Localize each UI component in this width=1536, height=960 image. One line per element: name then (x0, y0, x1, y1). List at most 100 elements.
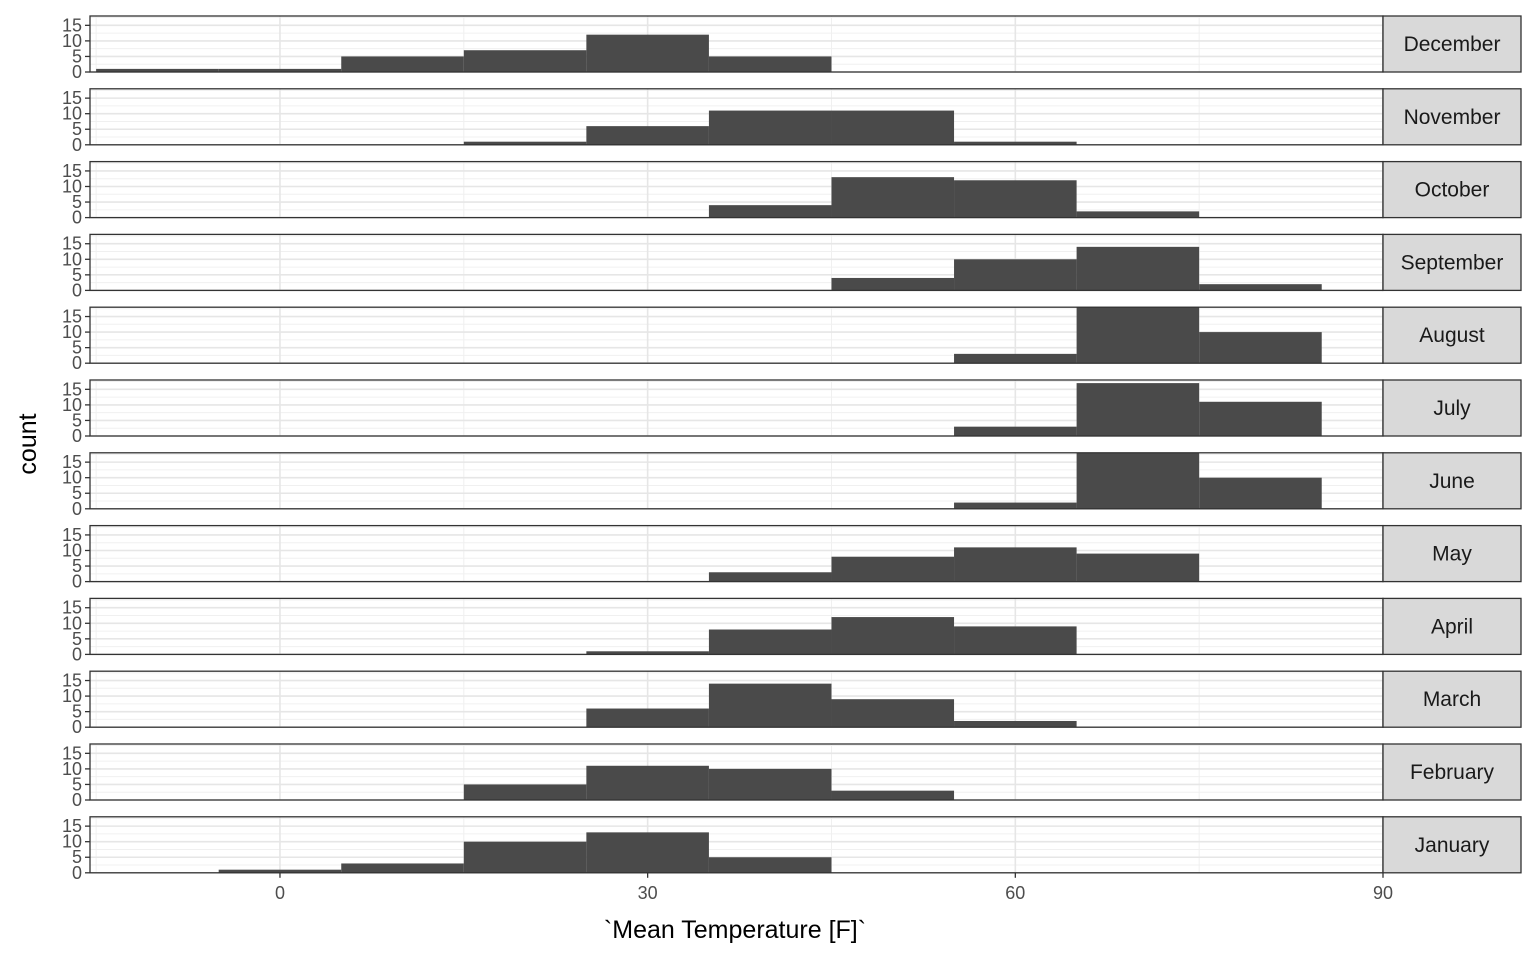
y-tick-label: 15 (62, 598, 82, 618)
histogram-bar (1076, 246, 1200, 291)
y-tick-label: 5 (72, 338, 82, 358)
facet-strip-label: December (1404, 33, 1501, 56)
histogram-bar (708, 572, 832, 582)
histogram-bar (954, 626, 1077, 655)
facet-strip (1382, 15, 1522, 73)
facet-strip (1382, 816, 1522, 874)
y-tick-label: 10 (62, 176, 82, 196)
x-axis: 0 30 60 90 (275, 872, 1393, 903)
histogram-bar (586, 126, 709, 145)
facet-panels: December051015November051015October05101… (62, 15, 1522, 883)
y-tick-label: 5 (72, 629, 82, 649)
facet-strip (1382, 88, 1522, 146)
histogram-bar (954, 426, 1077, 436)
histogram-bar (341, 56, 464, 72)
histogram-bar (708, 683, 832, 728)
histogram-bar (831, 277, 955, 291)
facet-strip-label: October (1415, 179, 1490, 202)
y-tick-label: 15 (62, 379, 82, 399)
x-tick-label: 90 (1373, 883, 1393, 903)
histogram-bar (831, 790, 955, 800)
y-tick-label: 0 (72, 572, 82, 592)
y-axis-title: count (14, 413, 42, 474)
y-tick-label: 15 (62, 88, 82, 108)
x-tick-label: 30 (638, 883, 658, 903)
facet-strip-label: February (1410, 761, 1495, 784)
histogram-bar (831, 617, 955, 655)
histogram-bar (954, 502, 1077, 509)
facet-strip-label: August (1419, 324, 1485, 347)
histogram-bar (1076, 452, 1200, 509)
histogram-bar (954, 180, 1077, 218)
histogram-bar (586, 651, 709, 655)
histogram-bar (218, 869, 342, 873)
histogram-bar (1199, 477, 1322, 509)
y-tick-label: 5 (72, 483, 82, 503)
histogram-bar (586, 708, 709, 728)
facet-strip-label: April (1431, 615, 1473, 638)
histogram-bar (96, 68, 219, 72)
facet-strip-label: March (1423, 688, 1481, 711)
histogram-bar (708, 205, 832, 218)
y-tick-label: 0 (72, 644, 82, 664)
histogram-bar (954, 141, 1077, 145)
y-tick-label: 15 (62, 816, 82, 836)
facet-strip (1382, 379, 1522, 437)
histogram-bar (831, 110, 955, 145)
facet-strip (1382, 160, 1522, 219)
y-tick-label: 0 (72, 790, 82, 810)
x-tick-label: 60 (1005, 883, 1025, 903)
y-tick-label: 15 (62, 743, 82, 763)
y-tick-label: 10 (62, 686, 82, 706)
histogram-bar (463, 784, 587, 800)
facet-strip (1382, 233, 1522, 292)
y-tick-label: 0 (72, 280, 82, 300)
y-tick-label: 15 (62, 234, 82, 254)
y-tick-label: 15 (62, 15, 82, 35)
histogram-bar (1076, 307, 1200, 364)
histogram-bar (1199, 401, 1322, 436)
histogram-bar (586, 832, 709, 873)
x-tick-label: 0 (275, 883, 285, 903)
facet-strip (1382, 452, 1522, 510)
histogram-bar (708, 768, 832, 800)
y-tick-label: 5 (72, 702, 82, 722)
histogram-bar (586, 765, 709, 800)
y-tick-label: 15 (62, 161, 82, 181)
y-tick-label: 10 (62, 104, 82, 124)
y-tick-label: 10 (62, 832, 82, 852)
y-tick-label: 10 (62, 31, 82, 51)
y-tick-label: 0 (72, 426, 82, 446)
y-tick-label: 5 (72, 46, 82, 66)
histogram-bar (708, 56, 832, 72)
histogram-bar (708, 857, 832, 873)
y-tick-label: 15 (62, 452, 82, 472)
y-tick-label: 15 (62, 525, 82, 545)
histogram-bar (1199, 284, 1322, 291)
histogram-bar (463, 841, 587, 873)
y-tick-label: 0 (72, 499, 82, 519)
facet-strip-label: November (1404, 106, 1501, 129)
y-tick-label: 10 (62, 468, 82, 488)
histogram-bar (1076, 383, 1200, 436)
y-tick-label: 5 (72, 119, 82, 139)
y-tick-label: 5 (72, 774, 82, 794)
y-tick-label: 5 (72, 556, 82, 576)
y-tick-label: 5 (72, 192, 82, 212)
histogram-bar (831, 699, 955, 728)
y-tick-label: 10 (62, 540, 82, 560)
histogram-bar (954, 259, 1077, 291)
y-tick-label: 10 (62, 249, 82, 269)
y-tick-label: 0 (72, 62, 82, 82)
facet-strip-label: June (1429, 470, 1475, 493)
